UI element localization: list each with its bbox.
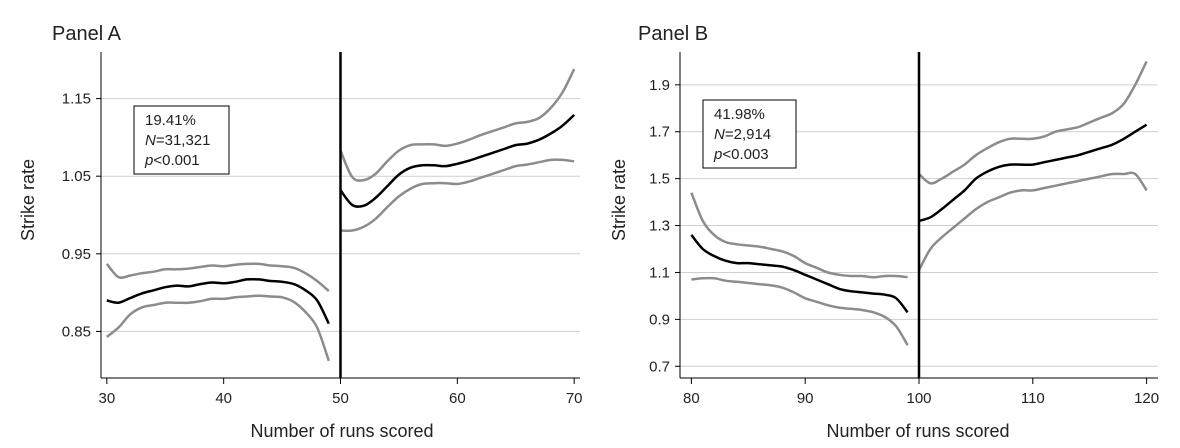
y-tick-label: 1.15 [62,91,91,108]
x-tick-label: 30 [98,390,115,407]
y-tick-label: 1.05 [62,168,91,185]
y-tick-label: 1.7 [649,124,670,141]
y-tick-label: 1.5 [649,171,670,188]
panel-a-stat-p: p<0.001 [144,152,200,169]
panel-a-stat-estimate: 19.41% [145,112,196,129]
upper-bound-line-left [690,192,908,279]
panel-a-title: Panel A [52,23,122,45]
lower-bound-line-left [106,294,330,362]
x-tick-label: 80 [683,390,700,407]
x-tick-label: 110 [1021,390,1045,407]
estimate-line-left [106,277,330,325]
y-tick-label: 0.9 [649,311,670,328]
y-tick-label: 1.3 [649,218,670,235]
upper-bound-line-right [339,68,576,182]
panel-a-y-axis-title: Strike rate [18,159,38,241]
lower-bound-line-right [917,171,1148,271]
panel-b-x-axis-title: Number of runs scored [826,421,1009,441]
estimate-line-right [339,113,576,208]
upper-bound-line-left [105,262,330,293]
panel-b-y-axis-title: Strike rate [609,159,629,241]
panel-a-y-ticks: 0.85 0.95 1.05 1.15 [62,91,101,340]
panel-a-x-ticks: 30 40 50 60 70 [98,378,583,407]
lower-bound-line-right [340,158,575,233]
panel-b-stat-p: p<0.003 [713,146,769,163]
lower-bound-line-left [691,276,909,346]
panel-b-stats-box: 41.98% N=2,914 p<0.003 [702,99,797,169]
y-tick-label: 1.1 [649,264,670,281]
panel-b-y-ticks: 0.7 0.9 1.1 1.3 1.5 1.7 1.9 [649,77,680,375]
x-tick-label: 70 [566,390,583,407]
panel-b-stat-n: N=2,914 [714,126,771,143]
panel-a: Panel A 0.85 0.95 1.05 1.15 30 40 50 60 70 Stri… [18,23,583,441]
panel-a-series [105,68,576,362]
upper-bound-line-right [918,60,1148,185]
estimate-line-right [918,123,1148,223]
panel-a-x-axis-title: Number of runs scored [250,421,433,441]
x-tick-label: 120 [1134,390,1159,407]
panel-b-series [690,60,1148,346]
y-tick-label: 0.7 [649,358,670,375]
estimate-line-left [690,234,909,314]
x-tick-label: 40 [215,390,232,407]
panel-a-stats-box: 19.41% N=31,321 p<0.001 [133,105,230,175]
panel-b-x-ticks: 80 90 100 110 120 [683,378,1159,407]
panel-b: Panel B 0.7 0.9 1.1 1.3 1.5 1.7 1.9 80 90 100 110… [609,23,1159,441]
panel-b-stat-estimate: 41.98% [714,106,765,123]
x-tick-label: 60 [449,390,466,407]
y-tick-label: 0.95 [62,246,91,263]
y-tick-label: 1.9 [649,77,670,94]
x-tick-label: 90 [797,390,814,407]
panel-b-title: Panel B [638,23,708,45]
panel-a-stat-n: N=31,321 [145,132,210,149]
x-tick-label: 100 [906,390,931,407]
y-tick-label: 0.85 [62,323,91,340]
x-tick-label: 50 [332,390,349,407]
